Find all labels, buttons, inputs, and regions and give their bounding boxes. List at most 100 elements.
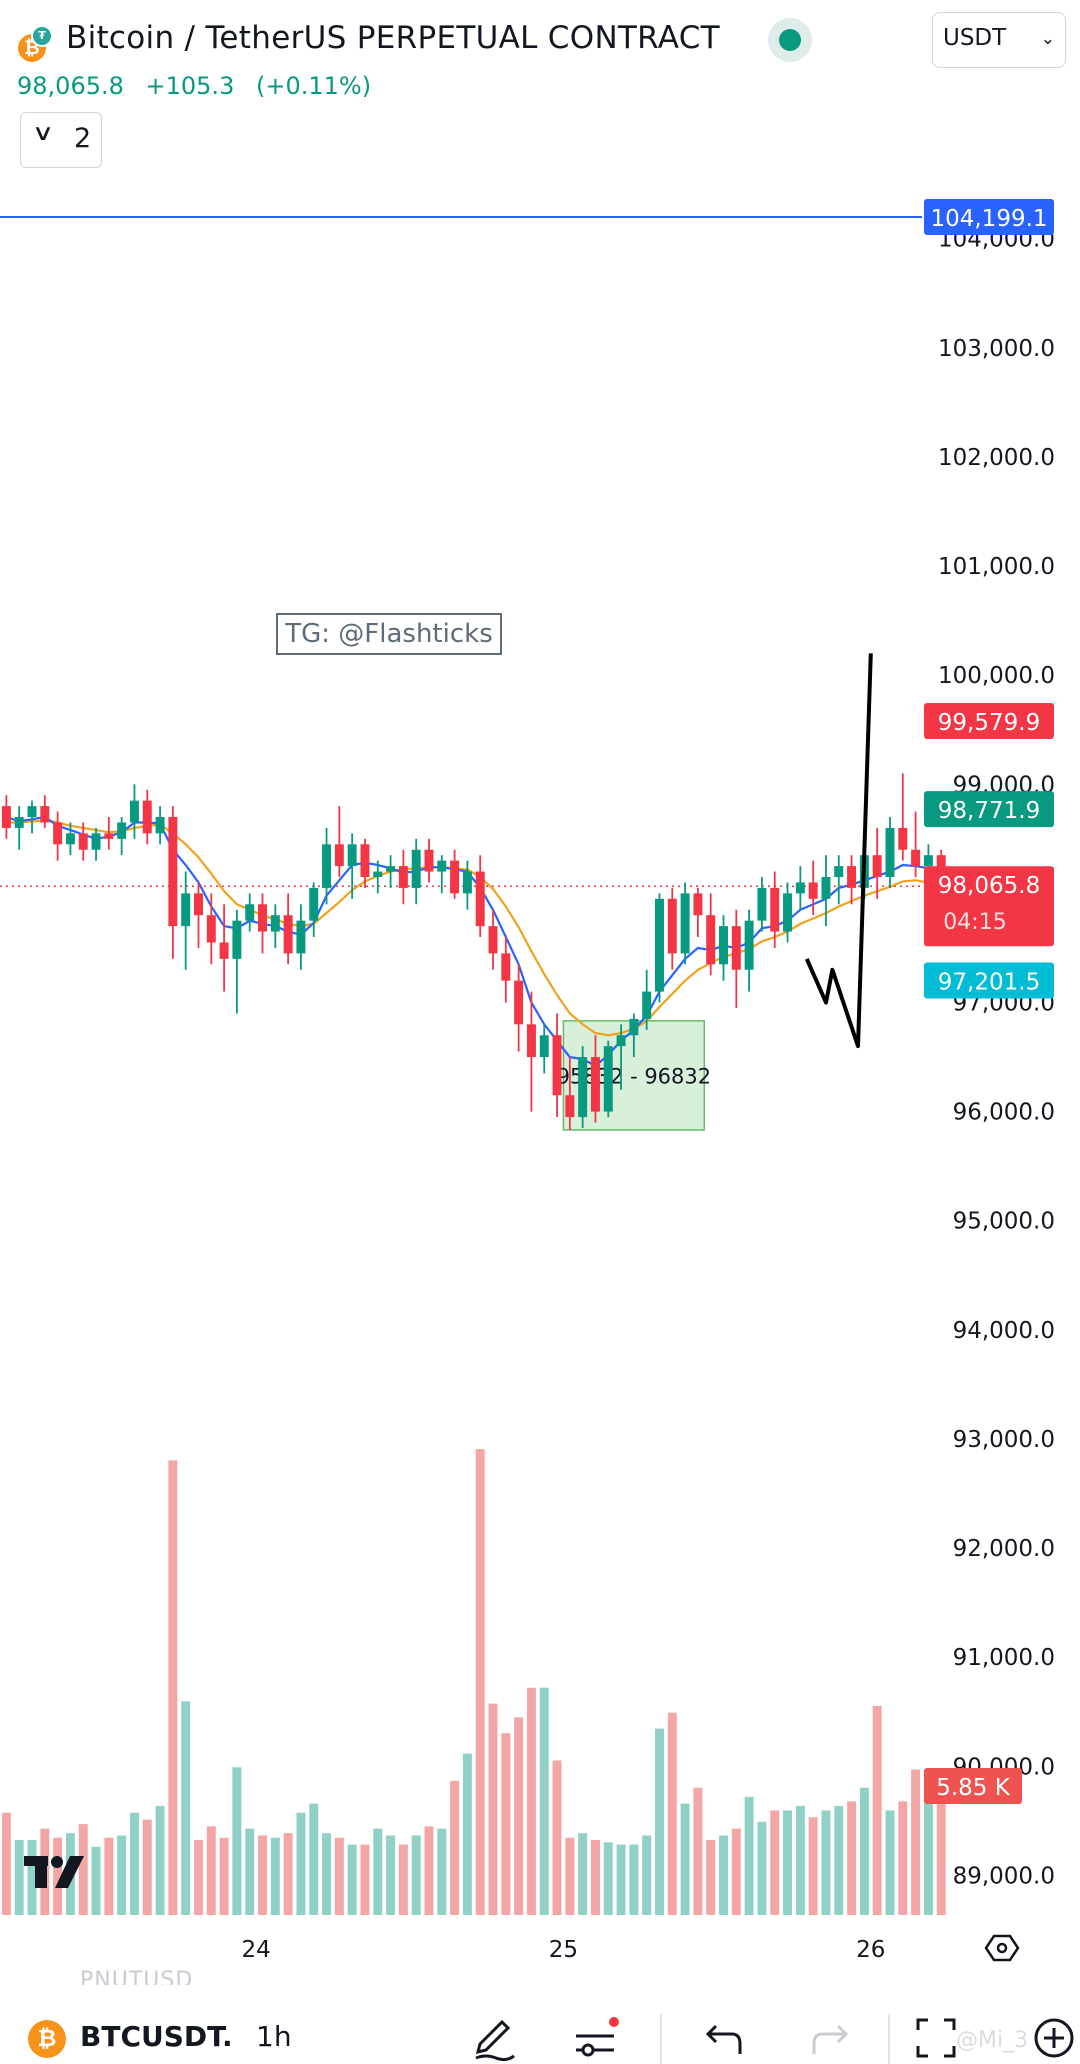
volume-bar bbox=[642, 1835, 652, 1915]
price-quote: 98,065.8 +105.3 (+0.11%) bbox=[17, 72, 385, 100]
volume-bar bbox=[731, 1828, 741, 1915]
candle-body bbox=[475, 871, 485, 927]
volume-bar bbox=[181, 1701, 191, 1915]
toolbar-divider bbox=[660, 2014, 662, 2064]
price-label: 99,579.9 bbox=[938, 710, 1040, 736]
candle-body bbox=[552, 1035, 562, 1096]
candle-body bbox=[462, 871, 472, 894]
symbol-search-button[interactable]: BTCUSDT. bbox=[80, 2020, 233, 2053]
volume-bar bbox=[129, 1812, 139, 1915]
candle-body bbox=[488, 926, 498, 954]
volume-label: 5.85 K bbox=[936, 1775, 1011, 1801]
candle-body bbox=[603, 1046, 613, 1112]
price-label-box bbox=[924, 962, 1054, 999]
price-label: 97,201.5 bbox=[938, 970, 1040, 996]
volume-bar bbox=[258, 1835, 267, 1915]
countdown-label: 04:15 bbox=[943, 910, 1006, 935]
candle-body bbox=[693, 893, 703, 916]
settings-icon bbox=[984, 1934, 1020, 1962]
volume-bar bbox=[514, 1717, 524, 1915]
price-tick-label: 101,000.0 bbox=[938, 554, 1055, 580]
bitcoin-icon[interactable]: ₿ bbox=[28, 2020, 66, 2058]
volume-bar bbox=[590, 1840, 600, 1915]
redo-icon[interactable] bbox=[806, 2012, 858, 2064]
price-tick-label: 100,000.0 bbox=[938, 663, 1055, 689]
volume-bar bbox=[655, 1728, 664, 1915]
candle-body bbox=[719, 926, 728, 965]
candle-body bbox=[514, 980, 524, 1025]
volume-bar bbox=[603, 1842, 613, 1915]
price-label: 98,771.9 bbox=[938, 798, 1040, 824]
candle-body bbox=[78, 833, 88, 850]
volume-bar bbox=[616, 1844, 626, 1915]
volume-bar bbox=[398, 1844, 408, 1915]
symbol-title[interactable]: Bitcoin / TetherUS PERPETUAL CONTRACT bbox=[66, 20, 720, 56]
candle-body bbox=[616, 1035, 626, 1047]
candle-body bbox=[283, 915, 293, 954]
candle-body bbox=[386, 866, 396, 872]
fullscreen-icon[interactable] bbox=[910, 2012, 962, 2064]
indicator-collapse-button[interactable]: ∨ 2 bbox=[20, 112, 102, 168]
add-icon[interactable] bbox=[1028, 2012, 1080, 2064]
candle-body bbox=[168, 817, 178, 927]
candle-body bbox=[911, 849, 921, 867]
bottom-toolbar bbox=[0, 1985, 1080, 2064]
volume-bar bbox=[78, 1824, 88, 1915]
candle-body bbox=[232, 920, 242, 959]
candle-body bbox=[590, 1057, 600, 1112]
time-tick-label: 25 bbox=[549, 1937, 578, 1963]
indicators-icon[interactable] bbox=[570, 2012, 622, 2064]
market-status-icon[interactable] bbox=[768, 18, 812, 62]
candle-body bbox=[565, 1095, 575, 1118]
tether-mini-icon: ₮ bbox=[31, 25, 53, 47]
undo-icon[interactable] bbox=[696, 2012, 748, 2064]
volume-bar bbox=[450, 1780, 460, 1915]
volume-bar bbox=[834, 1805, 844, 1915]
candle-body bbox=[411, 849, 421, 888]
currency-value: USDT bbox=[943, 25, 1007, 51]
volume-bar bbox=[309, 1803, 319, 1915]
volume-bar bbox=[885, 1810, 895, 1915]
candle-body bbox=[526, 1024, 536, 1058]
candle-body bbox=[885, 827, 895, 878]
candle-body bbox=[104, 833, 114, 839]
volume-bar bbox=[411, 1835, 421, 1915]
watermark: @Mi_3 bbox=[956, 2028, 1029, 2053]
volume-bar bbox=[578, 1833, 588, 1915]
volume-bar bbox=[245, 1828, 255, 1915]
candle-body bbox=[539, 1035, 549, 1058]
currency-select[interactable]: USDT ⌄ bbox=[932, 12, 1066, 68]
volume-bar bbox=[757, 1821, 767, 1915]
candle-body bbox=[117, 822, 127, 839]
price-tick-label: 94,000.0 bbox=[953, 1318, 1055, 1344]
price-chart[interactable]: 95832 - 96832 89,000.090,000.091,000.092… bbox=[0, 0, 1080, 2000]
candle-body bbox=[821, 877, 831, 899]
volume-bar bbox=[898, 1801, 908, 1915]
volume-bar bbox=[462, 1753, 472, 1915]
candle-body bbox=[194, 893, 203, 916]
candle-body bbox=[642, 991, 652, 1019]
tg-watermark-box: TG: @Flashticks bbox=[276, 613, 502, 655]
volume-bar bbox=[53, 1837, 63, 1915]
volume-bar bbox=[936, 1803, 946, 1915]
candle-body bbox=[181, 893, 191, 927]
chevron-down-icon: ∨ bbox=[31, 121, 55, 146]
price-label-box bbox=[924, 702, 1054, 739]
volume-bar bbox=[104, 1837, 114, 1915]
volume-bar bbox=[334, 1837, 344, 1915]
volume-bar bbox=[526, 1687, 536, 1915]
chart-header: ₿ ₮ Bitcoin / TetherUS PERPETUAL CONTRAC… bbox=[0, 0, 1080, 168]
last-price: 98,065.8 bbox=[17, 72, 124, 100]
candle-body bbox=[783, 893, 793, 932]
candle-body bbox=[795, 882, 805, 894]
volume-bar bbox=[91, 1846, 101, 1915]
volume-bar bbox=[552, 1760, 562, 1915]
candle-body bbox=[744, 920, 754, 970]
volume-bar bbox=[155, 1805, 165, 1915]
interval-button[interactable]: 1h bbox=[256, 2020, 292, 2053]
candle-body bbox=[680, 893, 690, 954]
price-tick-label: 92,000.0 bbox=[953, 1536, 1055, 1562]
pen-icon[interactable] bbox=[466, 2012, 518, 2064]
volume-bar bbox=[360, 1844, 370, 1915]
price-tick-label: 95,000.0 bbox=[953, 1209, 1055, 1235]
